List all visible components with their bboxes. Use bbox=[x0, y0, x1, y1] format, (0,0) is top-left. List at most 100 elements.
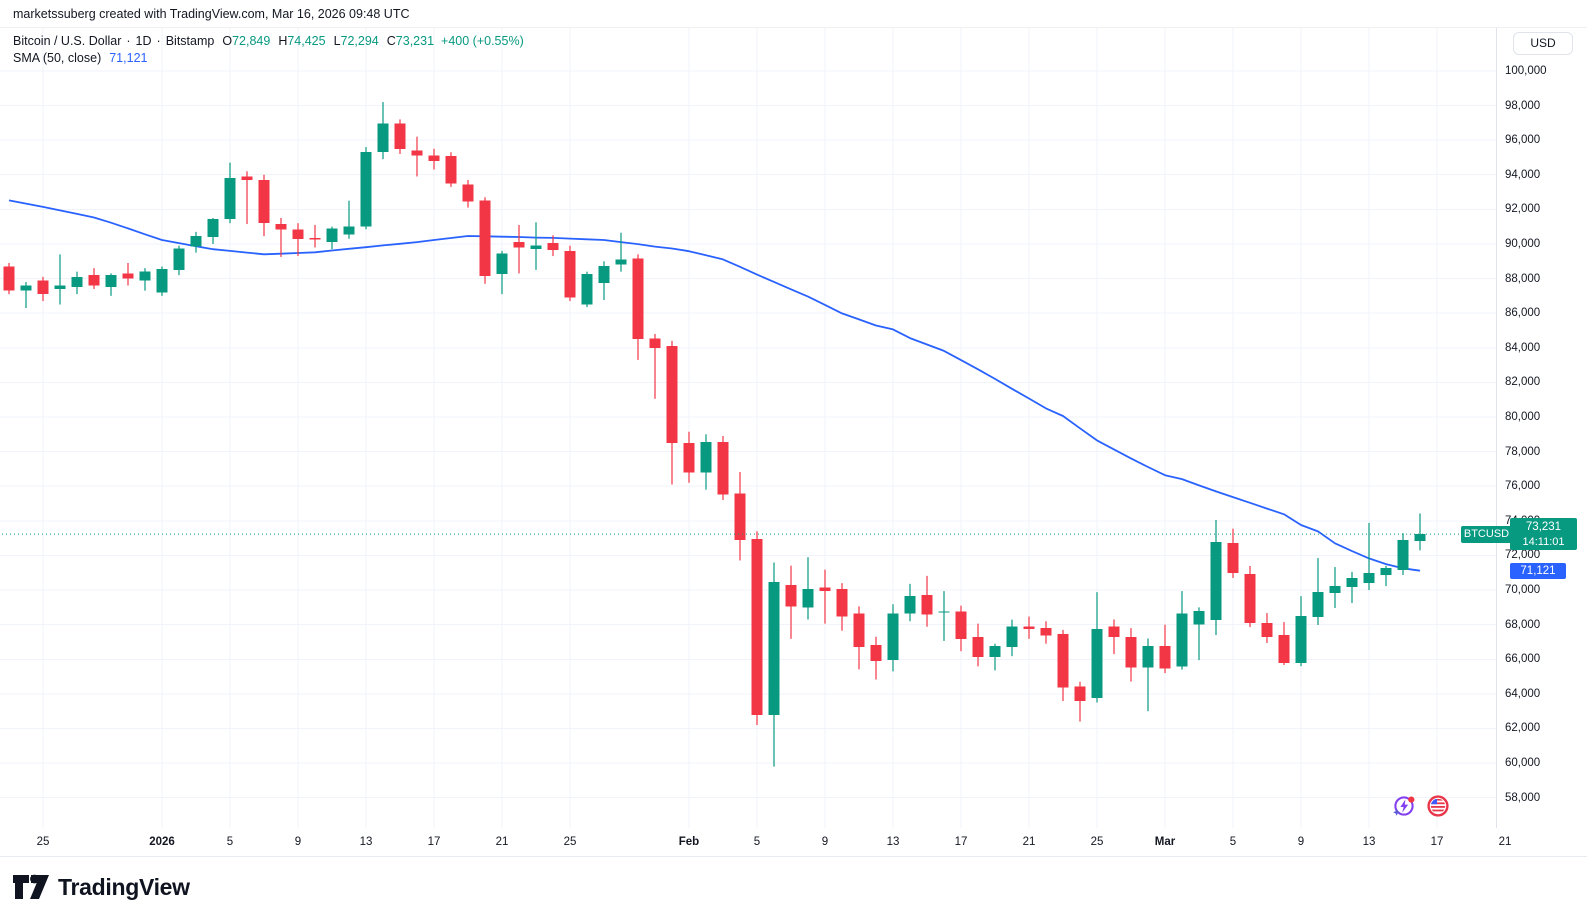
symbol-legend-row[interactable]: Bitcoin / U.S. Dollar · 1D · Bitstamp O72,849… bbox=[13, 33, 524, 50]
candle bbox=[1074, 681, 1086, 722]
exchange-label: Bitstamp bbox=[165, 34, 215, 48]
candle bbox=[275, 218, 287, 257]
candle bbox=[326, 226, 338, 250]
candle bbox=[241, 171, 253, 225]
price-axis-label: 80,000 bbox=[1505, 411, 1541, 423]
candle bbox=[156, 266, 168, 296]
candle bbox=[1414, 513, 1426, 551]
candle bbox=[904, 583, 916, 622]
candle bbox=[54, 254, 66, 305]
chart-plot-area[interactable] bbox=[0, 28, 1496, 828]
tradingview-logo-text: TradingView bbox=[58, 873, 190, 900]
last-price-value: 73,231 bbox=[1525, 521, 1562, 534]
candle bbox=[666, 340, 678, 485]
candle bbox=[1346, 571, 1358, 604]
price-axis-label: 70,000 bbox=[1505, 584, 1541, 597]
price-axis-label: 64,000 bbox=[1505, 687, 1541, 700]
candle bbox=[1006, 619, 1018, 657]
candle bbox=[683, 431, 695, 483]
candle bbox=[190, 231, 202, 253]
candlestick-chart[interactable] bbox=[0, 28, 1496, 828]
currency-unit-button[interactable]: USD bbox=[1513, 32, 1573, 55]
price-line-symbol-badge: BTCUSD bbox=[1461, 526, 1512, 544]
candle bbox=[513, 224, 525, 274]
candle bbox=[428, 148, 440, 170]
candle bbox=[819, 569, 831, 624]
candle bbox=[377, 102, 389, 160]
candle bbox=[309, 224, 321, 248]
candle bbox=[258, 174, 270, 237]
candle bbox=[598, 261, 610, 301]
candle bbox=[1040, 621, 1052, 644]
candle bbox=[717, 436, 729, 501]
candle bbox=[1227, 528, 1239, 578]
time-axis-label: 9 bbox=[294, 836, 302, 848]
time-axis-label: 17 bbox=[1430, 836, 1444, 848]
us-economic-event-icon[interactable] bbox=[1426, 794, 1450, 818]
candle bbox=[224, 162, 236, 224]
symbol-title: Bitcoin / U.S. Dollar bbox=[13, 34, 122, 48]
low-label: L bbox=[333, 34, 341, 48]
candle bbox=[564, 245, 576, 302]
time-axis-label: Mar bbox=[1154, 836, 1176, 848]
sma-line bbox=[8, 199, 1421, 572]
price-axis-label: 92,000 bbox=[1505, 203, 1541, 216]
candle bbox=[632, 254, 644, 360]
price-axis-label: 88,000 bbox=[1505, 272, 1541, 285]
tradingview-logo-mark bbox=[13, 874, 49, 899]
candle bbox=[989, 643, 1001, 671]
candle bbox=[802, 557, 814, 620]
sma-legend-row[interactable]: SMA (50, close) 71,121 bbox=[13, 50, 524, 67]
time-axis-label: 5 bbox=[753, 836, 761, 848]
price-axis-label: 60,000 bbox=[1505, 757, 1541, 770]
candle bbox=[1210, 519, 1222, 636]
candle bbox=[122, 262, 134, 286]
candle bbox=[955, 605, 967, 652]
candle bbox=[1278, 622, 1290, 665]
candle bbox=[972, 623, 984, 667]
time-axis-label: 13 bbox=[1362, 836, 1376, 848]
tradingview-logo[interactable]: TradingView bbox=[13, 873, 190, 901]
sma-label: SMA (50, close) bbox=[13, 51, 102, 65]
time-axis-label: 13 bbox=[359, 836, 373, 848]
candle bbox=[1091, 592, 1103, 703]
sma-value-badge: 71,121 bbox=[1510, 562, 1566, 579]
attribution-bar: marketssuberg created with TradingView.c… bbox=[0, 0, 1587, 28]
attribution-text: marketssuberg created with TradingView.c… bbox=[13, 7, 410, 21]
price-axis[interactable]: USD 100,000 98,000 96,000 94,000 92,000 90,00… bbox=[1496, 28, 1587, 856]
candle bbox=[411, 136, 423, 177]
price-axis-label: 78,000 bbox=[1505, 445, 1541, 458]
close-label: C bbox=[386, 34, 396, 48]
candle bbox=[547, 235, 559, 257]
candle bbox=[139, 268, 151, 291]
price-axis-label: 94,000 bbox=[1505, 168, 1541, 181]
sma-badge-text: 71,121 bbox=[1520, 564, 1556, 577]
candle bbox=[88, 268, 100, 289]
crypto-event-icon[interactable] bbox=[1392, 794, 1416, 818]
candle bbox=[496, 250, 508, 295]
candle bbox=[1125, 628, 1137, 682]
candle bbox=[37, 276, 49, 302]
candle bbox=[20, 282, 32, 308]
price-axis-label: 82,000 bbox=[1505, 376, 1541, 389]
last-price-badge: 73,231 14:11:01 bbox=[1510, 518, 1577, 551]
time-axis-label: 17 bbox=[954, 836, 968, 848]
symbol-badge-text: BTCUSD bbox=[1463, 528, 1510, 541]
candle bbox=[1142, 638, 1154, 712]
candle bbox=[938, 591, 950, 641]
high-value: 74,425 bbox=[287, 34, 326, 48]
candle bbox=[1363, 522, 1375, 591]
candle bbox=[360, 147, 372, 230]
price-axis-label: 98,000 bbox=[1505, 99, 1541, 112]
candle bbox=[394, 119, 406, 154]
candle bbox=[207, 218, 219, 244]
price-axis-label: 76,000 bbox=[1505, 480, 1541, 493]
footer-bar: TradingView bbox=[0, 856, 1587, 917]
change-value: +400 (+0.55%) bbox=[441, 34, 524, 48]
time-axis[interactable]: 25 2026 5 9 13 17 21 25 Feb 5 9 13 17 21 25 Mar 5 9 13 17 21 bbox=[0, 828, 1587, 856]
candle bbox=[700, 434, 712, 490]
candle bbox=[870, 636, 882, 680]
time-axis-label: 5 bbox=[226, 836, 234, 848]
candle bbox=[1329, 567, 1341, 609]
candle bbox=[530, 222, 542, 270]
